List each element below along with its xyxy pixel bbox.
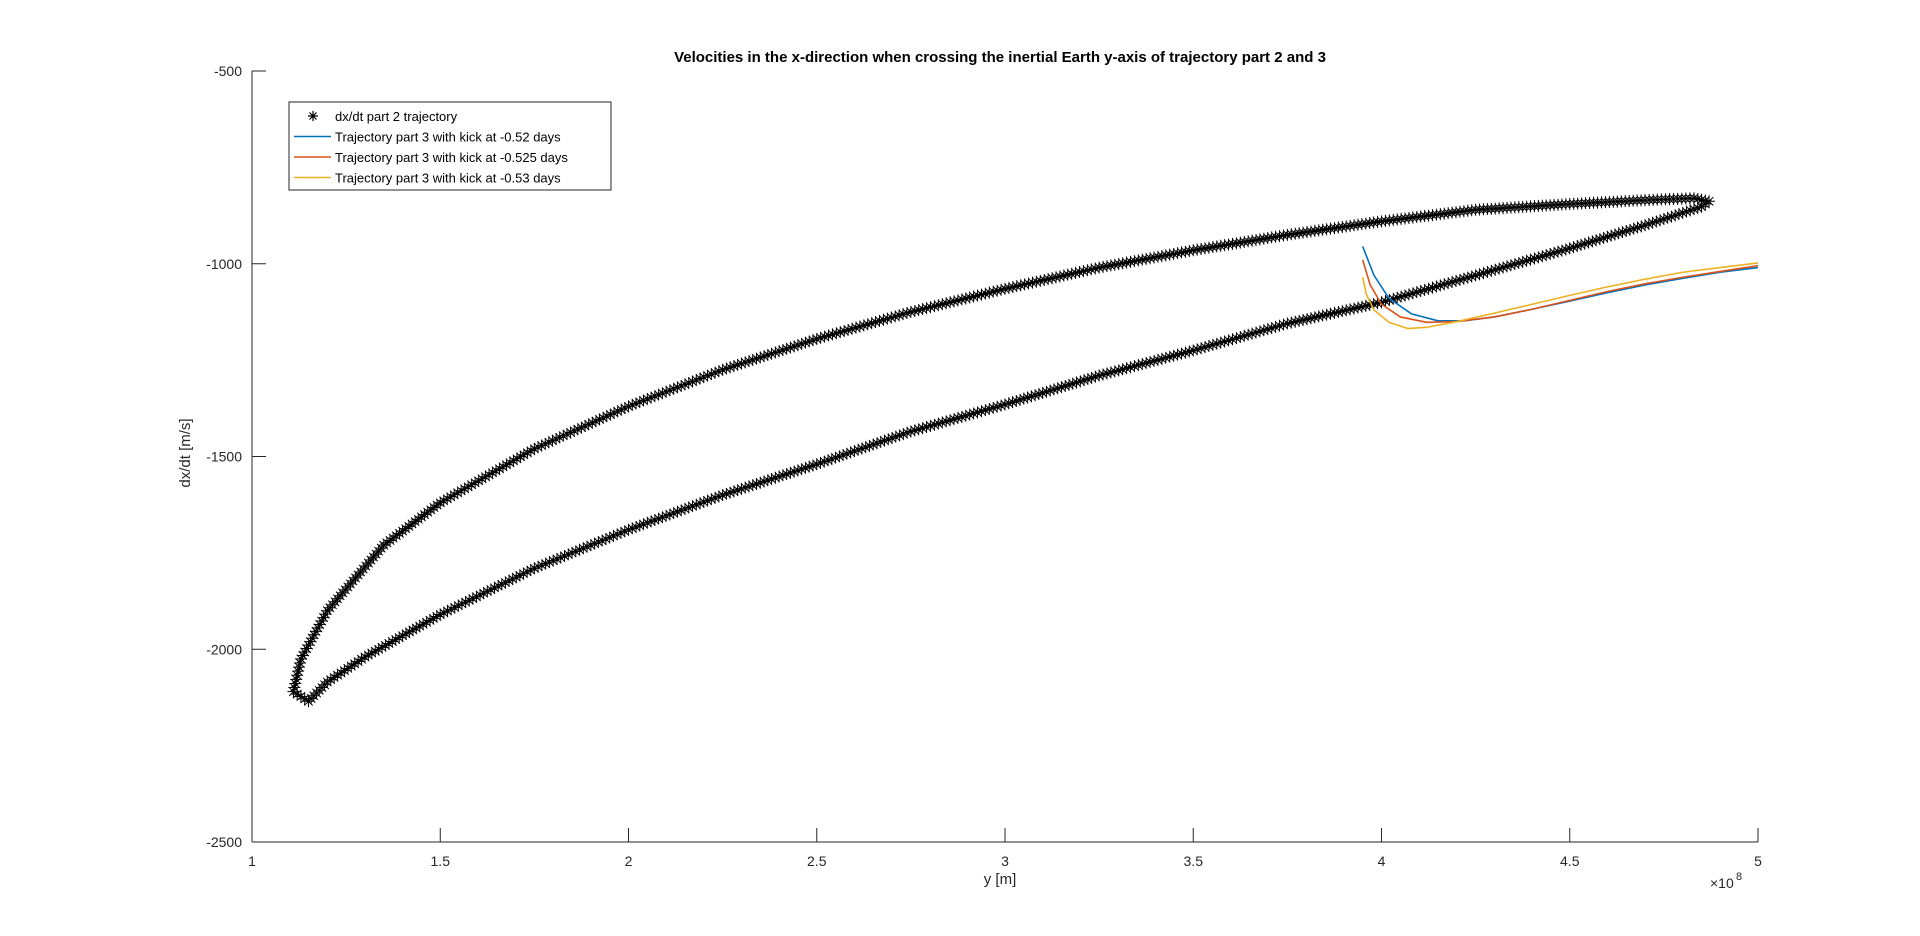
x-tick-label: 4.5 bbox=[1560, 853, 1580, 869]
y-axis-label: dx/dt [m/s] bbox=[177, 418, 194, 487]
legend-label: Trajectory part 3 with kick at -0.525 da… bbox=[335, 150, 568, 165]
x-tick-label: 3.5 bbox=[1184, 853, 1204, 869]
x-tick-label: 1 bbox=[248, 853, 256, 869]
legend-marker bbox=[308, 111, 318, 121]
x-tick-label: 4 bbox=[1378, 853, 1386, 869]
legend-item: Trajectory part 3 with kick at -0.53 day… bbox=[294, 171, 561, 186]
legend-item: Trajectory part 3 with kick at -0.52 day… bbox=[294, 130, 561, 145]
series-2 bbox=[1361, 259, 1759, 324]
chart-title: Velocities in the x-direction when cross… bbox=[674, 49, 1326, 66]
x-multiplier: ×10 8 bbox=[1710, 871, 1742, 891]
x-tick-label: 1.5 bbox=[431, 853, 451, 869]
axes: 1 1.5 2 2.5 3 3.5 4 4.5 5 -2500 -2000 -1500 -1000 -50… bbox=[206, 63, 1762, 869]
plot-area bbox=[287, 192, 1759, 708]
legend-label: Trajectory part 3 with kick at -0.53 day… bbox=[335, 171, 561, 186]
x-tick-label: 2.5 bbox=[807, 853, 827, 869]
legend-label: Trajectory part 3 with kick at -0.52 day… bbox=[335, 130, 561, 145]
legend-item: dx/dt part 2 trajectory bbox=[308, 109, 458, 124]
series-line bbox=[1361, 262, 1759, 330]
y-tick-label: -500 bbox=[214, 63, 242, 79]
x-tick-label: 2 bbox=[625, 853, 633, 869]
x-tick-label: 3 bbox=[1001, 853, 1009, 869]
x-tick-label: 5 bbox=[1754, 853, 1762, 869]
series-3 bbox=[1361, 262, 1759, 330]
y-tick-label: -1000 bbox=[206, 256, 242, 272]
series-0 bbox=[287, 192, 1716, 708]
x-multiplier-exponent: 8 bbox=[1736, 871, 1742, 883]
legend-box bbox=[288, 101, 612, 191]
series-line bbox=[1361, 259, 1759, 324]
y-tick-label: -1500 bbox=[206, 449, 242, 465]
series-1 bbox=[1361, 246, 1759, 322]
y-tick-label: -2500 bbox=[206, 834, 242, 850]
x-multiplier-base: ×10 bbox=[1710, 875, 1734, 891]
series-markers bbox=[287, 192, 1716, 708]
y-tick-label: -2000 bbox=[206, 641, 242, 657]
legend-label: dx/dt part 2 trajectory bbox=[335, 109, 458, 124]
legend: dx/dt part 2 trajectory Trajectory part 3… bbox=[288, 101, 612, 191]
legend-item: Trajectory part 3 with kick at -0.525 da… bbox=[294, 150, 568, 165]
series-line bbox=[1361, 246, 1759, 322]
x-axis-label: y [m] bbox=[984, 871, 1017, 888]
